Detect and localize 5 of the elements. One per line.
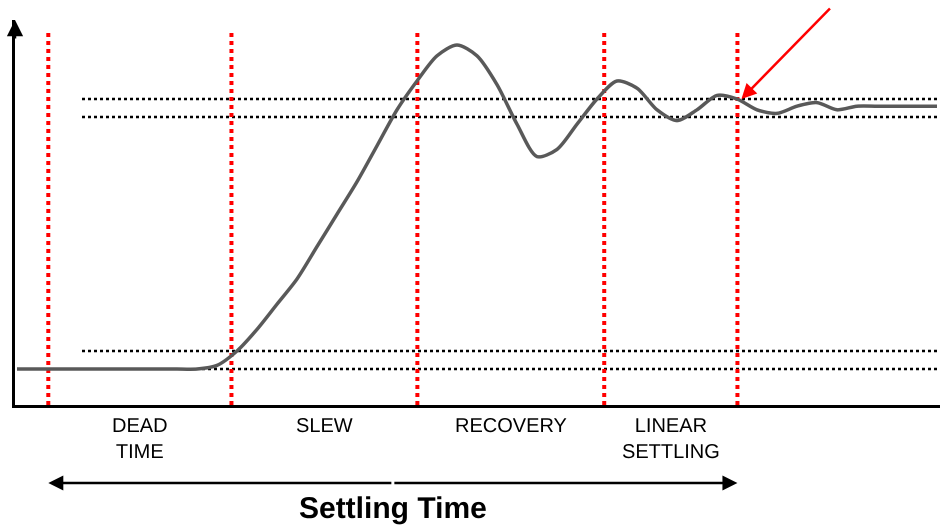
text: SLEW: [296, 415, 353, 437]
text: DEAD TIME: [112, 415, 168, 463]
x-axis-title: Settling Time: [299, 492, 487, 525]
text: LINEAR SETTLING: [622, 415, 720, 463]
text: RECOVERY: [455, 415, 567, 437]
